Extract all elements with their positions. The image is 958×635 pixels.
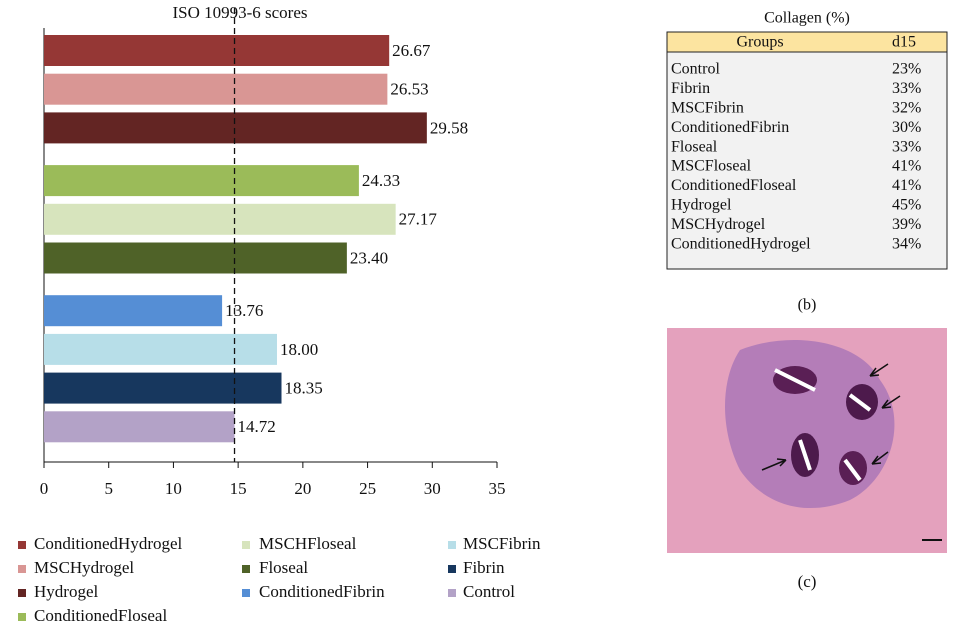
table-cell: 32% [892,99,921,116]
value-label: 27.17 [399,210,438,229]
legend-swatch [242,541,250,549]
value-label: 23.40 [350,248,388,267]
legend-swatch [242,565,250,573]
x-tick-label: 0 [40,479,49,498]
legend-label: Hydrogel [34,582,98,601]
legend-swatch [18,541,26,549]
bar [44,35,389,66]
legend-label: MSCFibrin [463,534,541,553]
table-cell: 34% [892,235,921,252]
table-cell: 33% [892,80,921,97]
legend-label: Control [463,582,515,601]
legend-label: Fibrin [463,558,505,577]
table-cell: 45% [892,196,921,213]
legend-swatch [242,589,250,597]
micrograph: (c) [667,328,947,591]
bar [44,243,347,274]
table-header: d15 [892,34,916,51]
table-cell: MSCFibrin [671,99,744,116]
table: Collagen (%) Groups d15 Control 23% Fibrin… [667,10,947,314]
bar [44,165,359,196]
value-label: 26.53 [390,80,428,99]
x-tick-label: 10 [165,479,182,498]
table-cell: ConditionedFloseal [671,177,797,194]
value-label: 29.58 [430,118,468,137]
table-cell: 23% [892,61,921,78]
table-cell: 41% [892,177,921,194]
x-tick-label: 5 [104,479,113,498]
table-cell: Floseal [671,138,718,155]
table-cell: 41% [892,158,921,175]
x-tick-label: 30 [424,479,441,498]
legend-label: MSCHFloseal [259,534,357,553]
table-cell: ConditionedFibrin [671,119,789,136]
x-tick-label: 15 [230,479,247,498]
value-label: 13.76 [225,301,263,320]
table-cell: Fibrin [671,80,710,97]
panel-caption: (b) [798,297,817,314]
table-cell: 30% [892,119,921,136]
value-label: 18.00 [280,340,318,359]
table-cell: 39% [892,216,921,233]
value-label: 24.33 [362,171,400,190]
bar [44,334,277,365]
legend-swatch [18,589,26,597]
table-title: Collagen (%) [764,10,850,27]
legend-label: ConditionedHydrogel [34,534,183,553]
bar [44,74,387,105]
legend-swatch [448,565,456,573]
table-header: Groups [736,34,783,51]
table-cell: MSCHydrogel [671,216,766,233]
legend-swatch [18,565,26,573]
legend-swatch [448,541,456,549]
bar [44,295,222,326]
legend-label: Floseal [259,558,308,577]
x-tick-label: 35 [489,479,506,498]
value-label: 26.67 [392,41,431,60]
legend-label: MSCHydrogel [34,558,134,577]
table-cell: MSCFloseal [671,158,752,175]
legend-swatch [448,589,456,597]
value-label: 18.35 [285,379,323,398]
legend-label: ConditionedFibrin [259,582,385,601]
bar [44,411,235,442]
table-cell: Control [671,61,720,78]
bar [44,373,282,404]
value-label: 14.72 [238,417,276,436]
table-cell: 33% [892,138,921,155]
table-cell: ConditionedHydrogel [671,235,811,252]
table-cell: Hydrogel [671,196,732,213]
figure: ISO 10993-6 scores Collagen (%) Groups d… [0,0,958,635]
x-tick-label: 25 [359,479,376,498]
legend-swatch [18,613,26,621]
legend-label: ConditionedFloseal [34,606,167,625]
x-tick-label: 20 [294,479,311,498]
bar [44,204,396,235]
panel-caption: (c) [798,572,817,591]
chart-title: ISO 10993-6 scores [172,3,307,22]
bar [44,112,427,143]
